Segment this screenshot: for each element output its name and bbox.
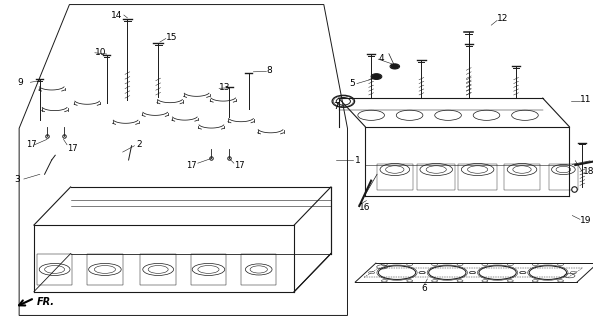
Bar bbox=[459, 164, 497, 190]
Text: 4: 4 bbox=[379, 54, 384, 63]
Text: 3: 3 bbox=[14, 174, 20, 184]
Text: 12: 12 bbox=[497, 14, 508, 23]
Text: 17: 17 bbox=[234, 161, 245, 170]
Text: 17: 17 bbox=[186, 161, 197, 170]
Text: 1: 1 bbox=[355, 156, 361, 164]
Text: FR.: FR. bbox=[37, 297, 55, 307]
Text: 17: 17 bbox=[26, 140, 37, 149]
Text: 18: 18 bbox=[583, 167, 594, 176]
Circle shape bbox=[391, 65, 398, 68]
Circle shape bbox=[373, 74, 380, 79]
Text: 15: 15 bbox=[166, 33, 178, 42]
Bar bbox=[241, 253, 276, 285]
Text: 19: 19 bbox=[580, 216, 591, 225]
Text: 10: 10 bbox=[95, 48, 106, 57]
Text: 9: 9 bbox=[17, 78, 23, 87]
Text: 13: 13 bbox=[219, 83, 231, 92]
Bar bbox=[548, 164, 578, 190]
Text: 6: 6 bbox=[422, 284, 427, 293]
Text: 11: 11 bbox=[580, 95, 591, 104]
Bar bbox=[37, 253, 72, 285]
Text: 14: 14 bbox=[111, 11, 123, 20]
Bar bbox=[87, 253, 123, 285]
Text: 7: 7 bbox=[334, 102, 339, 111]
Bar bbox=[504, 164, 540, 190]
Text: 17: 17 bbox=[67, 144, 78, 153]
Text: 5: 5 bbox=[349, 79, 355, 88]
Bar bbox=[377, 164, 413, 190]
Bar bbox=[191, 253, 226, 285]
Text: 2: 2 bbox=[136, 140, 142, 149]
Bar bbox=[417, 164, 456, 190]
Text: 16: 16 bbox=[359, 203, 370, 212]
Text: 8: 8 bbox=[267, 66, 272, 75]
Bar bbox=[141, 253, 176, 285]
